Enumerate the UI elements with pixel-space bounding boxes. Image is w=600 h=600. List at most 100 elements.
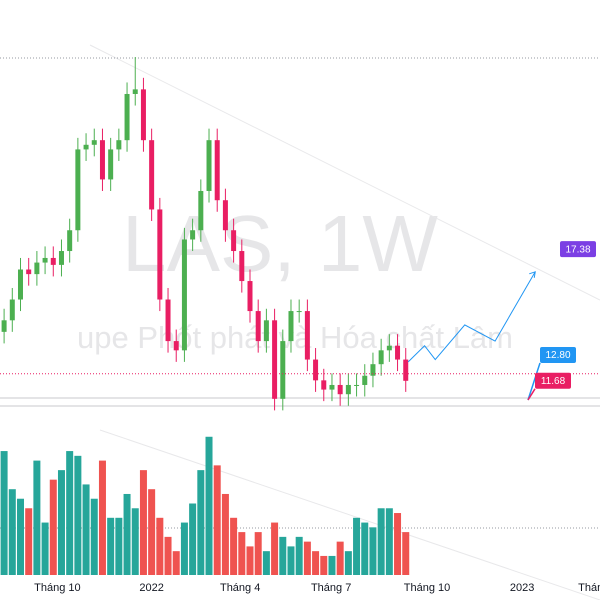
candle-body: [91, 140, 97, 145]
candle-body: [214, 140, 220, 201]
volume-bar: [156, 517, 164, 575]
volume-bar: [82, 484, 90, 575]
candle-body: [280, 341, 286, 399]
volume-bar: [25, 508, 33, 575]
x-tick-label: Tháng 10: [404, 582, 450, 594]
volume-bar: [213, 465, 221, 575]
candle-body: [34, 262, 40, 275]
candle-body: [329, 384, 335, 390]
volume-bar: [271, 522, 279, 575]
price-label: 12.80: [545, 350, 570, 361]
candle-body: [354, 384, 360, 386]
volume-bar: [57, 470, 65, 575]
volume-bar: [344, 551, 352, 575]
trend-line: [89, 44, 600, 301]
candle-body: [165, 299, 171, 342]
candle-body: [108, 149, 114, 180]
candle-body: [149, 140, 155, 210]
candle-body: [296, 311, 302, 313]
volume-bar: [123, 493, 131, 575]
volume-bar: [16, 498, 24, 575]
volume-bar: [287, 546, 295, 575]
volume-bar: [148, 489, 156, 575]
volume-bar: [189, 503, 197, 575]
volume-bar: [98, 460, 106, 575]
candle-body: [304, 311, 310, 360]
candle-body: [288, 311, 294, 342]
volume-bar: [197, 470, 205, 575]
candle-body: [313, 359, 319, 381]
volume-bar: [74, 455, 82, 575]
candle-body: [67, 230, 73, 252]
projection-line: [407, 271, 536, 363]
candle-body: [190, 230, 196, 240]
volume-bar: [107, 517, 115, 575]
candle-body: [403, 359, 409, 381]
volume-bar: [312, 551, 320, 575]
volume-bar: [320, 555, 328, 575]
volume-bar: [41, 522, 49, 575]
volume-bar: [295, 536, 303, 575]
plot: 17.38 12.80 11.68 Tháng 10 2022 Tháng 4 Tháng …: [0, 57, 600, 594]
candle-body: [206, 140, 212, 191]
candle-body: [132, 89, 138, 94]
volume-bar: [164, 536, 172, 575]
volume-bar: [8, 489, 16, 575]
candle-body: [9, 299, 15, 321]
volume-bar: [131, 508, 139, 575]
volume-bar: [0, 451, 8, 575]
candle-body: [173, 341, 179, 351]
volume-bar: [254, 532, 262, 575]
volume-bar: [385, 508, 393, 575]
candle-body: [157, 209, 163, 300]
candle-body: [75, 149, 81, 231]
candle-body: [386, 345, 392, 351]
volume-bar: [139, 470, 147, 575]
label-pointer: [527, 388, 536, 401]
price-label-box: [540, 346, 576, 363]
volume-bar: [205, 436, 213, 575]
volume-bar: [303, 541, 311, 575]
volume-bar: [66, 451, 74, 575]
volume-bar: [180, 522, 188, 575]
volume-bar: [172, 551, 180, 575]
arrow-head: [529, 271, 536, 278]
x-tick-label: Tháng 10: [34, 582, 80, 594]
volume-bar: [279, 536, 287, 575]
candle-body: [345, 384, 351, 395]
volume-bar: [49, 479, 57, 575]
volume-bar: [115, 517, 123, 575]
candle-body: [140, 89, 146, 141]
watermark: LAS, 1W: [122, 199, 438, 288]
candle-body: [362, 375, 368, 385]
volume-bar: [90, 498, 98, 575]
candle-body: [50, 257, 56, 265]
candle-body: [247, 281, 253, 312]
candle-body: [1, 320, 7, 332]
candle-body: [370, 364, 376, 376]
candle-body: [26, 269, 32, 275]
candle-body: [181, 239, 187, 351]
volume-bar: [262, 551, 270, 575]
candle-body: [272, 320, 278, 399]
price-label: 17.38: [565, 244, 590, 255]
candle-body: [124, 93, 130, 141]
candle-body: [255, 311, 261, 342]
candle-body: [337, 384, 343, 395]
trend-line: [99, 429, 600, 600]
volume-bar: [246, 546, 254, 575]
candle-body: [231, 230, 237, 252]
volume-bar: [377, 508, 385, 575]
x-tick-label: 2023: [510, 582, 534, 594]
volume-bar: [33, 460, 41, 575]
volume-bar: [328, 555, 336, 575]
volume-bar: [336, 541, 344, 575]
volume-bar: [361, 522, 369, 575]
candle-body: [395, 345, 401, 360]
candle-body: [17, 269, 23, 300]
candle-body: [42, 257, 48, 263]
candle-body: [58, 251, 64, 265]
volume-bar: [230, 517, 238, 575]
volume-bar: [402, 532, 410, 575]
